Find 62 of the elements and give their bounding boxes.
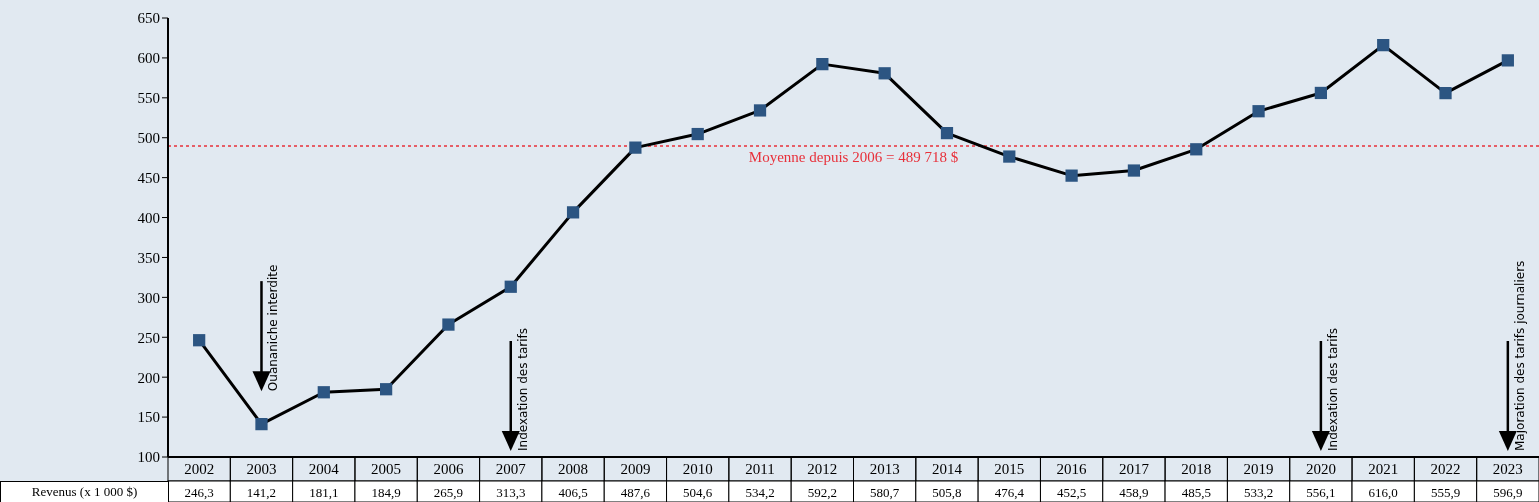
x-tick-label: 2019 [1243,461,1274,477]
data-label: 556,1 [1306,485,1336,500]
annotation: Indexation des tarifs [1325,327,1340,451]
x-tick-label: 2020 [1305,461,1336,477]
data-label: 533,2 [1243,485,1274,500]
x-tick-label: 2015 [994,461,1025,477]
annotation: Indexation des tarifs [515,327,530,451]
x-tick-label: 2014 [931,461,963,477]
x-tick-label: 2008 [558,461,589,477]
data-label: 616,0 [1368,485,1398,500]
data-label: 592,2 [807,485,837,500]
y-tick-label: 150 [137,409,160,426]
x-tick-label: 2003 [246,461,277,477]
ref-line-label: Moyenne depuis 2006 = 489 718 $ [748,148,959,165]
y-tick-label: 400 [137,209,160,226]
y-tick-label: 500 [137,130,160,147]
data-label: 505,8 [932,485,962,500]
x-tick-label: 2006 [433,461,464,477]
data-label: 458,9 [1119,485,1149,500]
x-tick-label: 2004 [308,461,340,477]
x-tick-label: 2011 [745,461,775,477]
annotation: Ouananiche interdite [266,264,281,392]
x-tick-label: 2007 [495,461,527,477]
data-label: 596,9 [1493,485,1523,500]
y-tick-label: 100 [137,449,160,466]
data-label: 485,5 [1181,485,1211,500]
data-label: 580,7 [870,485,900,500]
x-tick-label: 2009 [620,461,651,477]
data-label: 555,9 [1430,485,1461,500]
data-label: 313,3 [496,485,526,500]
data-label: 504,6 [683,485,713,500]
data-label: 487,6 [620,485,651,500]
x-tick-label: 2022 [1430,461,1461,477]
data-label: 141,2 [246,485,277,500]
y-tick-label: 550 [137,90,160,107]
data-label: 476,4 [994,485,1025,500]
x-tick-label: 2010 [682,461,713,477]
data-label: 246,3 [184,485,214,500]
data-label: 534,2 [745,485,775,500]
y-tick-label: 450 [137,169,160,186]
y-tick-label: 300 [137,289,160,306]
x-tick-label: 2023 [1492,461,1523,477]
data-label: 406,5 [558,485,588,500]
x-tick-label: 2012 [807,461,838,477]
x-tick-label: 2021 [1368,461,1399,477]
data-label: 181,1 [309,485,339,500]
x-tick-label: 2018 [1181,461,1212,477]
data-label: 265,9 [433,485,464,500]
x-tick-label: 2005 [371,461,402,477]
annotation: Majoration des tarifs journaliers [1512,260,1527,451]
data-label: 184,9 [371,485,401,500]
data-label: 452,5 [1056,485,1087,500]
x-tick-label: 2017 [1118,461,1150,477]
y-tick-label: 200 [137,369,160,386]
x-tick-label: 2016 [1056,461,1088,477]
y-tick-label: 350 [137,249,160,266]
y-tick-label: 600 [137,50,160,67]
y-tick-label: 650 [137,10,160,27]
x-tick-label: 2002 [184,461,215,477]
legend-label: Revenus (x 1 000 $) [0,481,169,502]
y-tick-label: 250 [137,329,160,346]
x-tick-label: 2013 [869,461,900,477]
